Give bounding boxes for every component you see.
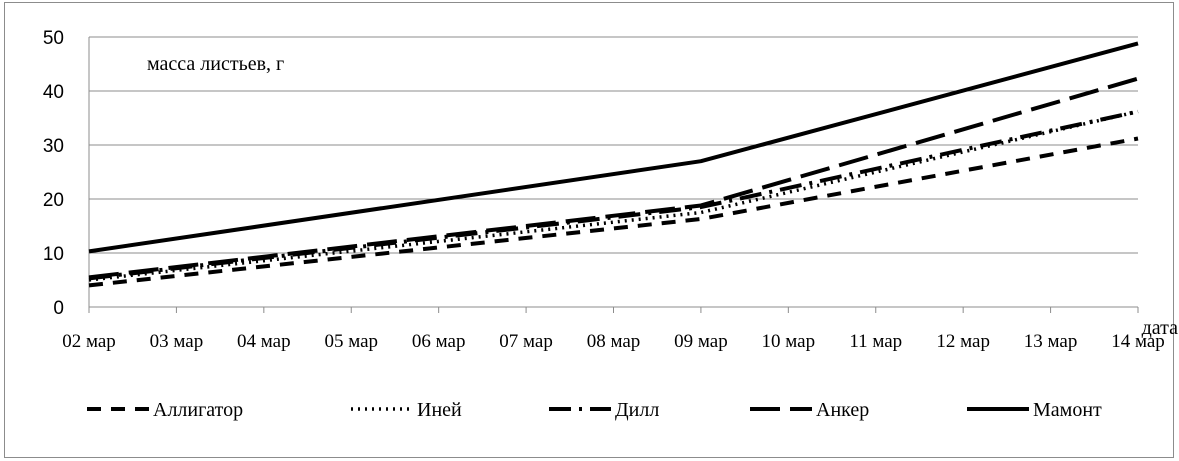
x-tick-labels: 02 мар 03 мар 04 мар 05 мар 06 мар 07 мар 08 м…: [62, 331, 1165, 352]
legend-label: Аллигатор: [153, 399, 243, 421]
y-tick-labels: 0 10 20 30 40 50: [43, 28, 64, 319]
x-tick-label: 14 мар: [1111, 331, 1165, 352]
y-tick-label: 50: [43, 28, 64, 49]
y-tick-label: 30: [43, 136, 64, 157]
series-line-Иней: [88, 109, 1139, 282]
series-lines: [88, 41, 1139, 288]
legend-label: Мамонт: [1033, 399, 1102, 421]
x-tick-label: 08 мар: [587, 331, 641, 352]
series-line-Анкер: [88, 76, 1139, 280]
x-tick-label: 02 мар: [62, 331, 116, 352]
y-tick-label: 40: [43, 82, 64, 103]
chart-frame: [4, 2, 1174, 458]
x-tick-label: 09 мар: [674, 331, 728, 352]
x-tick-label: 11 мар: [849, 331, 902, 352]
y-tick-label: 20: [43, 190, 64, 211]
x-tick-label: 05 мар: [324, 331, 378, 352]
gridlines: [89, 36, 1138, 254]
legend-label: Анкер: [816, 399, 869, 421]
x-tick-label: 12 мар: [936, 331, 990, 352]
x-axis-label: дата: [1142, 317, 1179, 339]
x-tick-label: 07 мар: [499, 331, 553, 352]
y-tick-label: 0: [53, 298, 64, 319]
series-line-Мамонт: [88, 41, 1139, 254]
legend-label: Иней: [417, 399, 462, 421]
x-tick-label: 06 мар: [412, 331, 466, 352]
legend-label: Дилл: [615, 399, 659, 421]
series-line-Аллигатор: [88, 136, 1139, 288]
x-tick-label: 04 мар: [237, 331, 291, 352]
y-axis-label: масса листьев, г: [147, 53, 284, 75]
x-tick-label: 03 мар: [150, 331, 204, 352]
x-tick-label: 13 мар: [1024, 331, 1078, 352]
legend: Аллигатор Иней Дилл Анкер Мамонт: [87, 399, 1102, 421]
axes: [88, 37, 1139, 313]
y-tick-label: 10: [43, 244, 64, 265]
x-tick-label: 10 мар: [762, 331, 816, 352]
